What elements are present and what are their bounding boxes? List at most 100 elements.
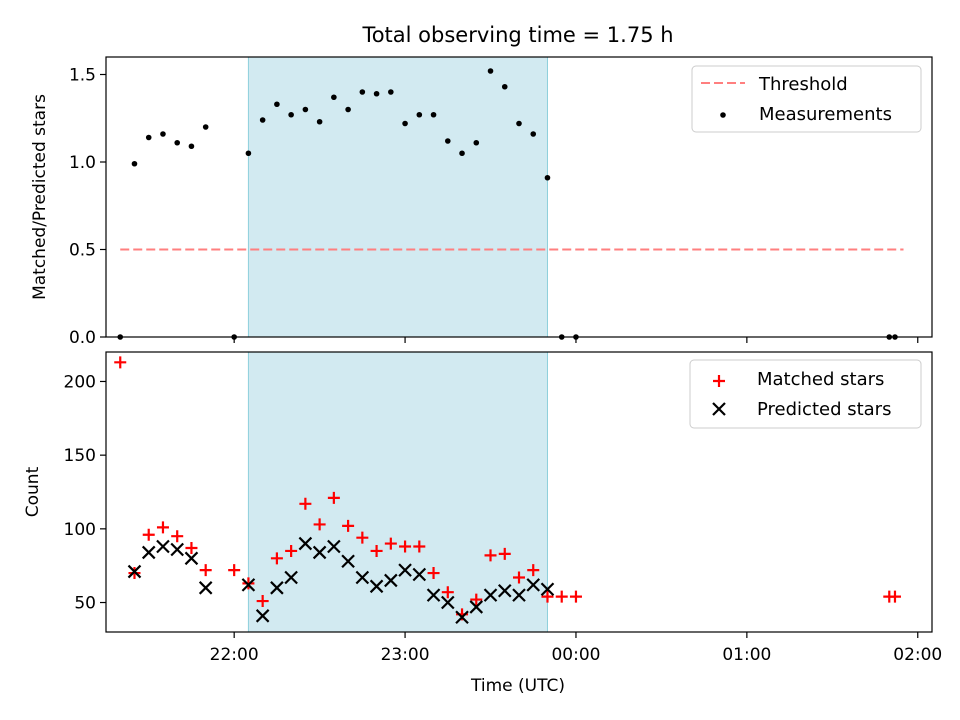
measurement-point [188,143,195,150]
predicted-star-point [412,567,427,582]
predicted-star-point [184,551,199,566]
top-legend: Threshold Measurements [691,65,922,133]
predicted-star-point [270,581,284,595]
predicted-star-point [369,579,384,594]
matched-star-point [441,586,454,599]
measurement-point [444,138,451,144]
bottom-legend: Matched stars Predicted stars [689,359,922,429]
predicted-star-point [483,588,498,602]
matched-star-point [313,518,326,531]
predicted-star-point [327,539,341,554]
predicted-star-point [255,609,270,623]
measurement-point [388,89,394,95]
matched-star-point [114,356,127,369]
predicted-star-point [512,588,526,602]
x-tick-label: 23:00 [381,645,430,665]
predicted-star-point [241,578,256,592]
predicted-star-point [398,563,412,577]
measurement-point [373,90,380,97]
measurement-point [259,117,266,123]
measurement-point [174,139,181,146]
predicted-star-point [540,582,555,597]
shaded-interval [247,56,548,338]
matched-star-point [327,491,340,504]
y-tick-label: 100 [64,520,96,540]
measurement-point [302,106,309,113]
predicted-star-point [298,536,313,551]
measurement-point [202,124,209,130]
measurement-point [245,150,252,157]
predicted-star-point [455,610,469,625]
matched-star-point [142,528,155,541]
predicted-star-point [312,545,327,560]
matched-star-point [256,595,269,608]
bottom-panel-ylabel: Count [23,466,43,517]
predicted-star-point [526,578,541,592]
matched-star-point [156,521,169,534]
x-tick-label: 01:00 [722,645,771,665]
legend-measurements-label: Measurements [759,104,892,125]
matched-star-point [356,531,369,544]
x-tick-label: 00:00 [551,645,600,665]
measurement-point [530,131,537,137]
matched-star-point [888,590,901,603]
predicted-star-point [469,600,484,614]
chart-title: Total observing time = 1.75 h [361,23,673,47]
x-axis-label: Time (UTC) [470,676,565,696]
measurement-point [430,111,437,118]
matched-star-point [541,590,554,603]
top-legend-box [691,65,922,133]
measurement-point [416,111,423,118]
legend-matched-label: Matched stars [757,369,884,390]
matched-star-point [399,540,412,553]
matched-star-point [470,593,483,606]
predicted-star-point [384,573,398,588]
predicted-star-point [170,542,184,557]
measurement-point [501,83,508,90]
matched-star-point [270,552,283,565]
matched-star-point [285,544,298,557]
predicted-star-point [341,554,355,569]
y-tick-label: 50 [74,594,96,614]
matched-star-point [228,564,241,577]
predicted-star-point [355,570,370,585]
y-tick-label: 0.5 [69,241,96,261]
legend-predicted-label: Predicted stars [757,399,891,420]
matched-star-point [555,590,568,603]
bottom-legend-box [689,359,922,429]
predicted-star-point [284,570,298,585]
predicted-star-point [441,595,455,610]
matched-star-point [384,537,397,550]
matched-star-point [427,567,440,580]
predicted-star-point [198,581,213,595]
measurement-point [288,111,294,118]
y-tick-label: 0.0 [69,328,96,348]
measurement-point [145,134,152,141]
measurement-point [316,118,323,125]
predicted-star-point [497,583,512,598]
measurement-point [345,106,351,113]
matched-star-point [498,547,511,560]
legend-measurements-swatch [720,112,726,118]
top-panel: 0.0 0.5 1.0 1.5 Matched/Predicted stars Thr… [30,56,933,348]
legend-matched-swatch [713,375,725,387]
measurement-point [274,101,280,108]
predicted-star-point [156,539,170,554]
measurement-point [473,139,480,146]
predicted-star-point [426,588,441,602]
bottom-panel-frame [105,351,933,633]
matched-star-point [527,564,540,577]
legend-predicted-swatch [712,402,726,416]
y-tick-label: 1.0 [69,153,96,173]
measurement-point [331,94,337,101]
shaded-interval [247,351,548,633]
matched-star-point [513,571,525,584]
matched-star-point [171,530,184,543]
top-panel-frame [105,56,933,338]
matched-star-point [185,542,198,554]
measurement-point [544,174,551,181]
predicted-star-point [127,564,142,579]
matched-star-point [342,519,355,532]
legend-threshold-label: Threshold [758,74,848,95]
